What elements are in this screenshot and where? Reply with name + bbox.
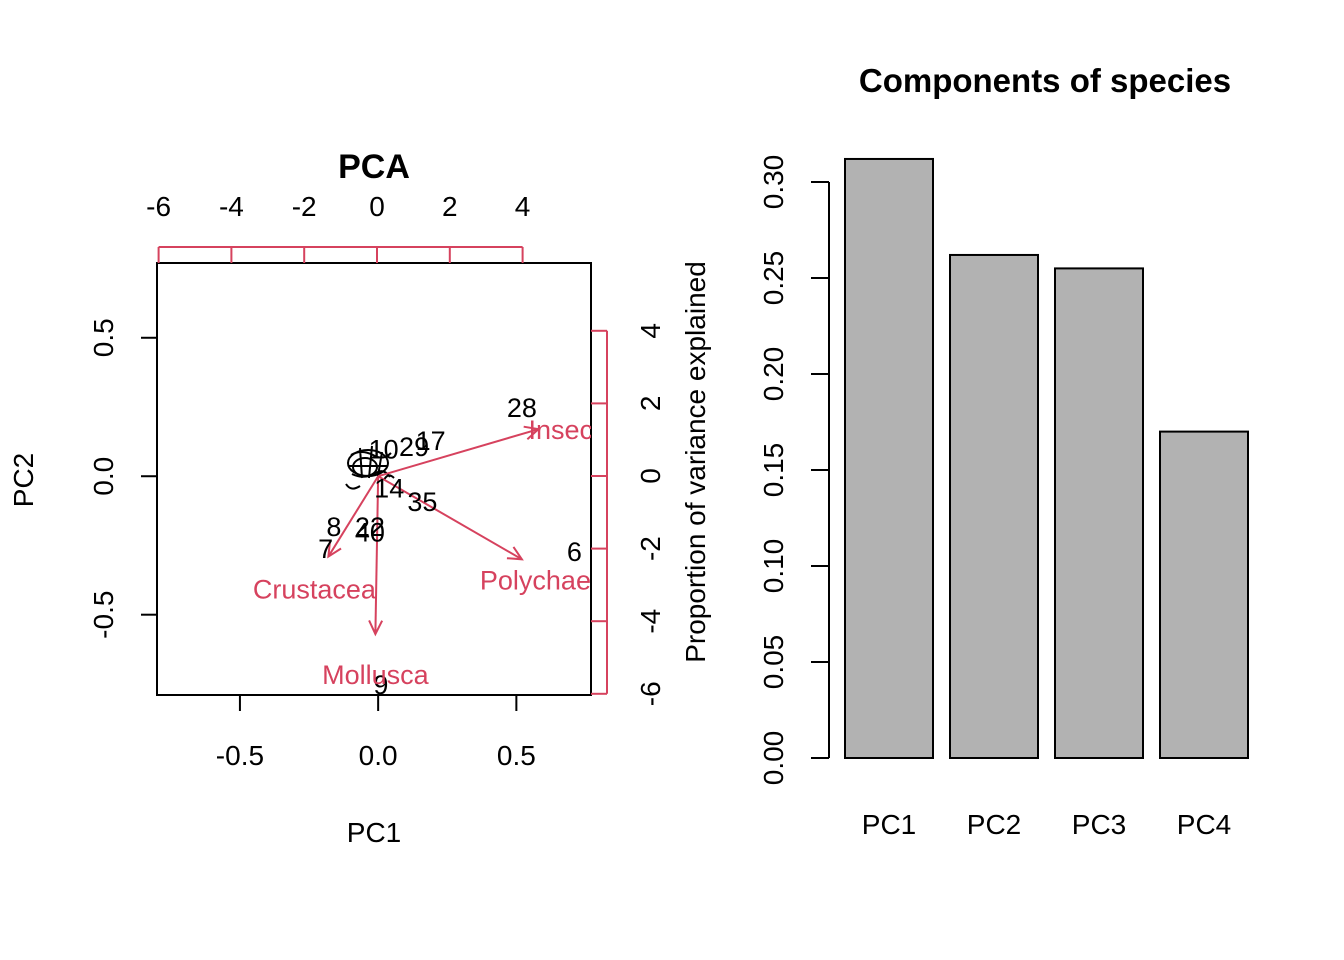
pca-right-tick-label: -2 [635,536,666,561]
pca-y-tick-label: 0.5 [88,318,119,357]
observation-label: 40 [355,518,385,548]
pca-y-tick-label: -0.5 [88,591,119,639]
bar [844,157,934,759]
observation-label: 9 [373,670,388,700]
observation-label: 10 [369,435,399,465]
pca-right-tick-label: 0 [635,468,666,484]
loading-label: Mollusca [322,660,430,690]
pca-title: PCA [338,148,410,186]
loading-arrowhead [523,425,541,440]
bar-y-tick-label: 0.00 [758,731,789,786]
pca-right-axis: -6 -4 -2 0 2 4 [591,323,666,706]
observation-label: 8 [326,512,341,542]
pca-top-tick-label: 4 [515,191,531,222]
pca-y-tick-label: 0.0 [88,457,119,496]
observation-label: 35 [407,487,437,517]
bar [1054,267,1144,759]
pca-x-tick-label: -0.5 [216,740,264,771]
pca-top-tick-label: -2 [292,191,317,222]
pca-biplot: PCA PC1 PC2 Proportion of variance expla… [8,148,711,848]
pca-y-axis: -0.5 0.0 0.5 [88,318,157,639]
pca-loading-arrows [327,425,541,637]
bar-series [844,157,1249,760]
pca-right-tick-label: 2 [635,396,666,412]
bar-x-categories: PC1 PC2 PC3 PC4 [862,809,1231,840]
pca-y-axis-label: PC2 [8,453,39,507]
bar-y-tick-label: 0.30 [758,155,789,210]
loading-label: Polychaeta [480,565,615,595]
bar-y-tick-label: 0.25 [758,251,789,306]
pca-variable-labels: Insecta Polychaeta Crustacea Mollusca [253,415,616,690]
pca-top-tick-label: 2 [442,191,458,222]
observation-label: 6 [567,537,582,567]
variance-bar-chart: Components of species 0.000.050.100.150.… [758,62,1249,840]
bar-y-tick-label: 0.10 [758,539,789,594]
pca-x-axis-label: PC1 [347,817,401,848]
loading-label: Crustacea [253,575,377,605]
loading-arrow [327,475,379,558]
pca-top-tick-label: -6 [146,191,171,222]
loading-arrowhead [368,620,384,637]
bar-category-label: PC1 [862,809,916,840]
pca-right-tick-label: -6 [635,681,666,706]
bar-chart-title: Components of species [859,62,1231,99]
observation-label: 29 [399,432,429,462]
loading-arrow [374,476,380,635]
bar-y-tick-label: 0.20 [758,347,789,402]
loading-arrowhead [506,546,524,561]
bar [1159,430,1249,759]
observation-label: 14 [374,473,404,503]
bar-y-tick-label: 0.15 [758,443,789,498]
pca-right-tick-label: -4 [635,609,666,634]
bar-y-tick-label: 0.05 [758,635,789,690]
loading-arrow [377,428,539,478]
pca-right-axis-label: Proportion of variance explained [680,261,711,663]
pca-top-tick-label: 0 [369,191,385,222]
pca-top-axis: -6 -4 -2 0 2 4 [146,191,530,263]
bar-category-label: PC2 [967,809,1021,840]
bar-category-label: PC4 [1177,809,1231,840]
pca-x-axis: -0.5 0.0 0.5 [216,695,536,771]
bar-category-label: PC3 [1072,809,1126,840]
pca-top-tick-label: -4 [219,191,244,222]
pca-x-tick-label: 0.0 [359,740,398,771]
pca-x-tick-label: 0.5 [497,740,536,771]
loading-label: Insecta [528,415,616,445]
observation-label: 17 [416,426,446,456]
bar-y-axis: 0.00 0.05 0.10 0.15 0.20 0.25 0.30 [758,155,830,786]
loading-arrow [377,475,523,561]
observation-label: 28 [507,393,537,423]
pca-plot-box [156,262,592,696]
bar [949,253,1039,760]
pca-right-tick-label: 4 [635,323,666,339]
observation-label: 7 [318,534,333,564]
observation-label: 22 [355,512,385,542]
pca-point-cluster [345,445,395,490]
loading-arrowhead [327,541,342,559]
